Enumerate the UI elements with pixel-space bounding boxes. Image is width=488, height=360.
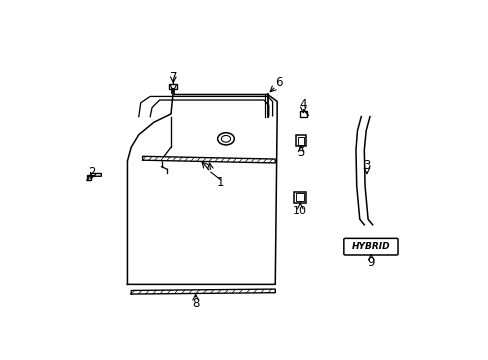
Text: 1: 1 [216, 176, 224, 189]
Bar [299, 111, 306, 117]
Bar [87, 175, 91, 180]
Text: 2: 2 [88, 166, 96, 179]
Polygon shape [142, 156, 275, 163]
Bar [294, 192, 305, 203]
Bar [297, 137, 304, 145]
Polygon shape [131, 289, 275, 294]
Bar [296, 193, 304, 201]
Text: 6: 6 [275, 76, 282, 89]
Text: 4: 4 [299, 98, 306, 111]
FancyBboxPatch shape [343, 238, 397, 255]
Text: 9: 9 [366, 256, 374, 269]
Bar [296, 135, 305, 146]
Text: 7: 7 [169, 71, 177, 84]
Text: 10: 10 [293, 207, 306, 216]
Bar [169, 84, 177, 89]
Text: 5: 5 [297, 146, 304, 159]
Text: 3: 3 [363, 159, 370, 172]
Text: HYBRID: HYBRID [351, 242, 389, 251]
Text: 8: 8 [192, 297, 199, 310]
